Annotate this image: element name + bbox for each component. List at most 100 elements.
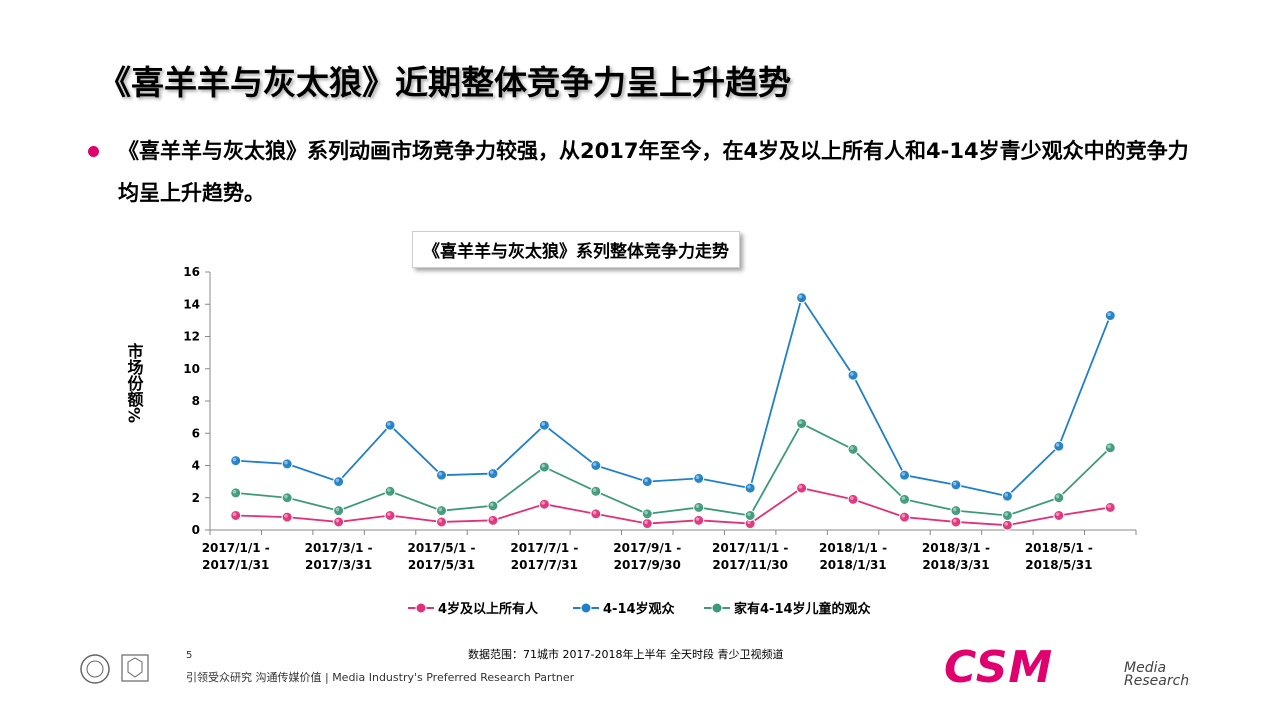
data-point-highlight	[387, 512, 391, 517]
data-point-highlight	[438, 518, 443, 523]
y-tick-label: 10	[183, 362, 200, 376]
data-point	[1053, 440, 1065, 452]
data-point	[744, 482, 756, 494]
x-tick-label: 2017/9/1 -	[613, 541, 681, 555]
csm-logo-subtitle: Media Research	[1124, 660, 1190, 689]
footer-tagline: 引领受众研究 沟通传媒价值 | Media Industry's Preferr…	[186, 671, 575, 684]
data-point-highlight	[541, 464, 545, 468]
x-tick-label: 2017/3/1 -	[305, 541, 373, 555]
data-point-highlight	[798, 294, 803, 299]
x-tick-label: 2018/3/1 -	[922, 541, 990, 555]
data-point-highlight	[850, 372, 854, 376]
data-point	[230, 487, 242, 499]
data-point-highlight	[438, 472, 443, 476]
data-point-highlight	[747, 512, 751, 517]
data-point-highlight	[798, 420, 803, 425]
series-line	[235, 487, 1111, 527]
data-point	[796, 482, 808, 494]
data-point	[333, 476, 345, 488]
data-point	[641, 476, 653, 488]
data-point-highlight	[901, 514, 906, 518]
data-point-highlight	[335, 518, 340, 523]
data-point	[230, 509, 242, 521]
y-tick-label: 6	[192, 426, 200, 440]
data-point	[384, 509, 396, 521]
data-point-highlight	[232, 512, 237, 517]
data-point-highlight	[1055, 512, 1060, 517]
series-line	[235, 295, 1112, 498]
x-tick-label: 2017/7/31	[511, 558, 578, 572]
x-tick-label: 2018/5/1 -	[1025, 541, 1093, 555]
data-point	[693, 472, 705, 484]
data-point	[1053, 509, 1065, 521]
legend-label: 家有4-14岁儿童的观众	[734, 601, 871, 617]
data-point	[847, 493, 859, 505]
data-point-highlight	[1107, 504, 1111, 509]
data-point-highlight	[1107, 444, 1111, 449]
y-tick-label: 12	[183, 330, 200, 344]
data-point	[899, 511, 910, 523]
data-point-highlight	[952, 507, 957, 512]
data-point	[281, 511, 293, 523]
y-tick-label: 16	[183, 265, 200, 279]
data-point	[590, 460, 602, 471]
chart-title: 《喜羊羊与灰太狼》系列整体竞争力走势	[412, 231, 740, 268]
x-tick-label: 2017/5/1 -	[407, 541, 475, 555]
data-point	[693, 514, 705, 526]
data-point	[590, 485, 602, 497]
data-point	[950, 505, 962, 517]
legend-swatch-marker	[580, 602, 592, 614]
x-tick-label: 2017/1/31	[202, 558, 269, 572]
x-tick-label: 2017/1/1 -	[202, 541, 270, 555]
data-point	[1104, 501, 1116, 513]
page-number: 5	[186, 650, 193, 661]
y-axis-label: 市场份额%	[125, 342, 144, 423]
data-point-highlight	[644, 510, 648, 515]
data-point	[1001, 509, 1013, 521]
bullet-text: 《喜羊羊与灰太狼》系列动画市场竞争力较强，从2017年至今，在4岁及以上所有人和…	[118, 139, 1189, 205]
series-line	[235, 422, 1111, 517]
legend-label: 4-14岁观众	[603, 601, 675, 617]
data-point	[538, 498, 550, 510]
csm-logo-text: CSM	[944, 642, 1054, 693]
data-point	[281, 458, 293, 470]
data-point	[1001, 490, 1013, 502]
data-point-highlight	[747, 485, 751, 489]
x-tick-label: 2017/11/30	[712, 558, 788, 572]
x-tick-label: 2017/3/31	[305, 558, 372, 572]
data-point-highlight	[284, 460, 288, 465]
data-point	[384, 419, 396, 431]
y-tick-label: 8	[192, 394, 200, 408]
data-point	[847, 369, 859, 381]
data-point-highlight	[952, 518, 957, 523]
bullet-dot	[88, 146, 99, 157]
data-point	[487, 468, 499, 480]
data-point-highlight	[695, 504, 700, 509]
data-point-highlight	[747, 520, 751, 525]
data-point	[899, 493, 910, 505]
x-tick-label: 2018/1/1 -	[819, 541, 887, 555]
y-tick-label: 0	[192, 523, 200, 537]
x-tick-label: 2017/9/30	[614, 558, 681, 572]
x-tick-label: 2017/7/1 -	[510, 541, 578, 555]
csm-logo-sub-line1: Media	[1124, 660, 1167, 676]
data-point	[796, 418, 808, 430]
y-tick-label: 2	[192, 491, 200, 505]
csm-logo-sub-line2: Research	[1124, 673, 1190, 689]
data-point	[230, 455, 242, 467]
data-point-highlight	[1055, 443, 1060, 447]
csm-logo: CSM Media Research	[944, 642, 1214, 693]
data-point-highlight	[438, 507, 443, 512]
x-tick-label: 2017/11/1 -	[712, 541, 788, 555]
data-point	[590, 508, 602, 520]
data-point	[899, 469, 910, 481]
data-point-highlight	[284, 494, 288, 499]
data-point-highlight	[901, 496, 906, 500]
data-point	[436, 516, 447, 528]
slide-title: 《喜羊羊与灰太狼》近期整体竞争力呈上升趋势	[98, 63, 791, 102]
data-point	[950, 479, 962, 491]
data-point-highlight	[541, 501, 545, 505]
y-tick-label: 4	[192, 459, 200, 473]
data-point-highlight	[798, 485, 803, 489]
